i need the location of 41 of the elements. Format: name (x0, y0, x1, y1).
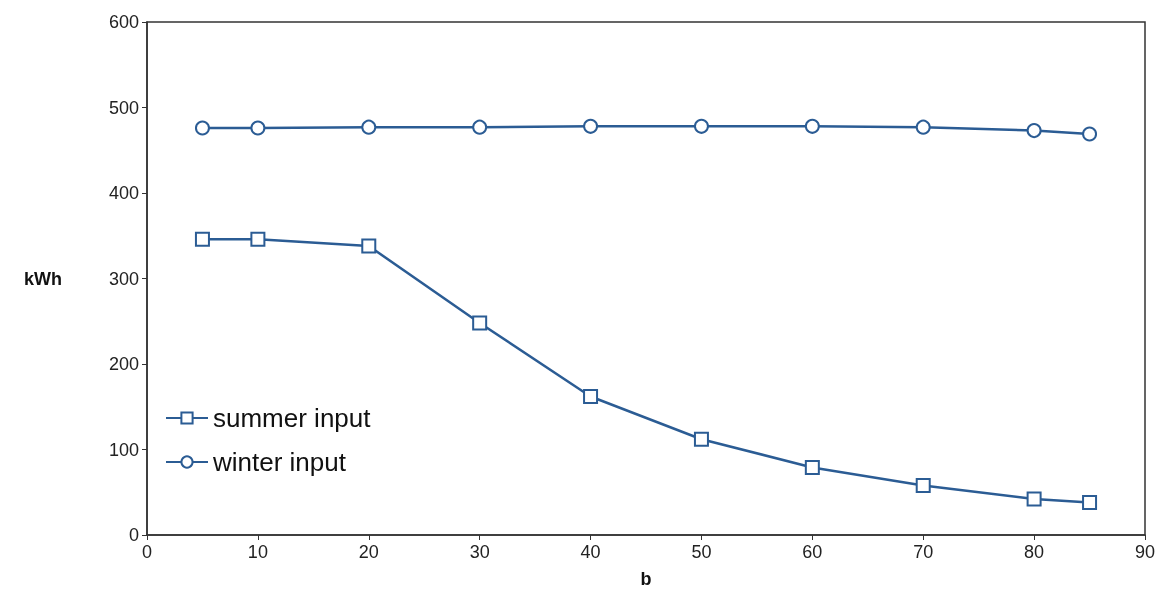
x-tick-label: 50 (691, 542, 712, 562)
y-tick-label: 300 (108, 268, 139, 289)
point (693, 431, 709, 447)
x-tick-label: 30 (469, 542, 490, 562)
x-tick-label: 80 (1024, 542, 1045, 562)
y-tick-label: 600 (108, 12, 139, 32)
x-tick-label: 90 (1134, 542, 1156, 562)
point (194, 231, 210, 247)
legend-label: winter input (212, 447, 347, 477)
y-tick-label: 0 (128, 525, 139, 545)
point (361, 238, 377, 254)
x-axis-title: b (640, 569, 652, 589)
y-axis-title: kWh (24, 268, 62, 289)
y-tick-label: 500 (108, 97, 139, 118)
point (915, 477, 931, 493)
point (194, 120, 210, 136)
x-tick-label: 60 (802, 542, 823, 562)
legend-label: summer input (213, 403, 372, 433)
point (1082, 495, 1098, 511)
point (1082, 126, 1098, 142)
y-tick-label: 400 (108, 183, 139, 203)
point (915, 119, 931, 135)
x-tick-label: 20 (358, 542, 379, 562)
point (1026, 491, 1042, 507)
point (472, 315, 488, 331)
point (583, 118, 599, 134)
point (1026, 123, 1042, 139)
x-tick-label: 10 (247, 542, 268, 562)
point (583, 388, 599, 404)
point (804, 118, 820, 134)
point (804, 459, 820, 475)
point (361, 119, 377, 135)
y-tick-label: 100 (108, 439, 139, 460)
x-tick-label: 0 (141, 542, 153, 562)
y-tick-label: 200 (108, 354, 139, 374)
x-tick-label: 40 (580, 542, 601, 562)
x-tick-label: 70 (913, 542, 934, 562)
point (472, 119, 488, 135)
point (250, 231, 266, 247)
point (250, 120, 266, 136)
point (693, 118, 709, 134)
